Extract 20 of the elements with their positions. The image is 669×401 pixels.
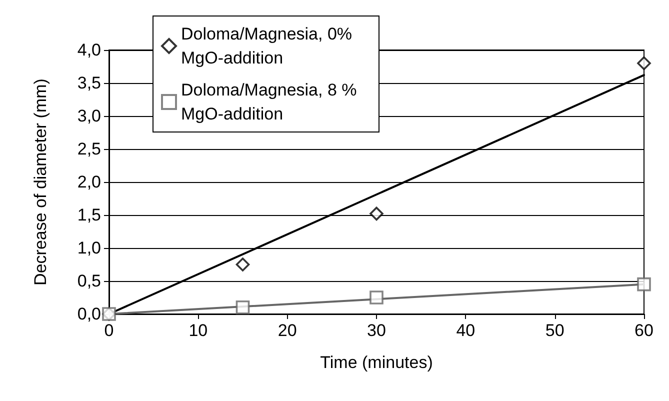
y-tick-label: 3,5 <box>77 74 101 92</box>
y-tick-label: 1,0 <box>77 238 101 258</box>
x-tick-label: 0 <box>104 321 114 340</box>
x-tick-label: 60 <box>634 321 654 340</box>
y-tick-label: 2,5 <box>77 140 101 158</box>
y-tick-label: 4,0 <box>77 40 101 60</box>
x-tick-label: 20 <box>278 321 297 340</box>
legend-label: Doloma/Magnesia, 0% MgO-addition <box>181 24 357 68</box>
y-tick-label: 0,5 <box>77 272 101 290</box>
y-tick-label: 1,5 <box>77 206 101 224</box>
x-axis-title: Time (minutes) <box>320 353 433 372</box>
y-axis-title: Decrease of diameter (mm) <box>31 78 50 286</box>
x-tick-label: 40 <box>456 321 476 340</box>
x-tick-label: 50 <box>545 321 564 340</box>
y-tick-label: 2,0 <box>77 172 101 192</box>
y-tick-label: 3,0 <box>77 106 101 126</box>
legend-label: Doloma/Magnesia, 8 % MgO-addition <box>181 80 362 124</box>
x-tick-label: 30 <box>367 321 386 340</box>
y-tick-label: 0,0 <box>77 304 101 324</box>
x-tick-label: 10 <box>188 321 208 340</box>
